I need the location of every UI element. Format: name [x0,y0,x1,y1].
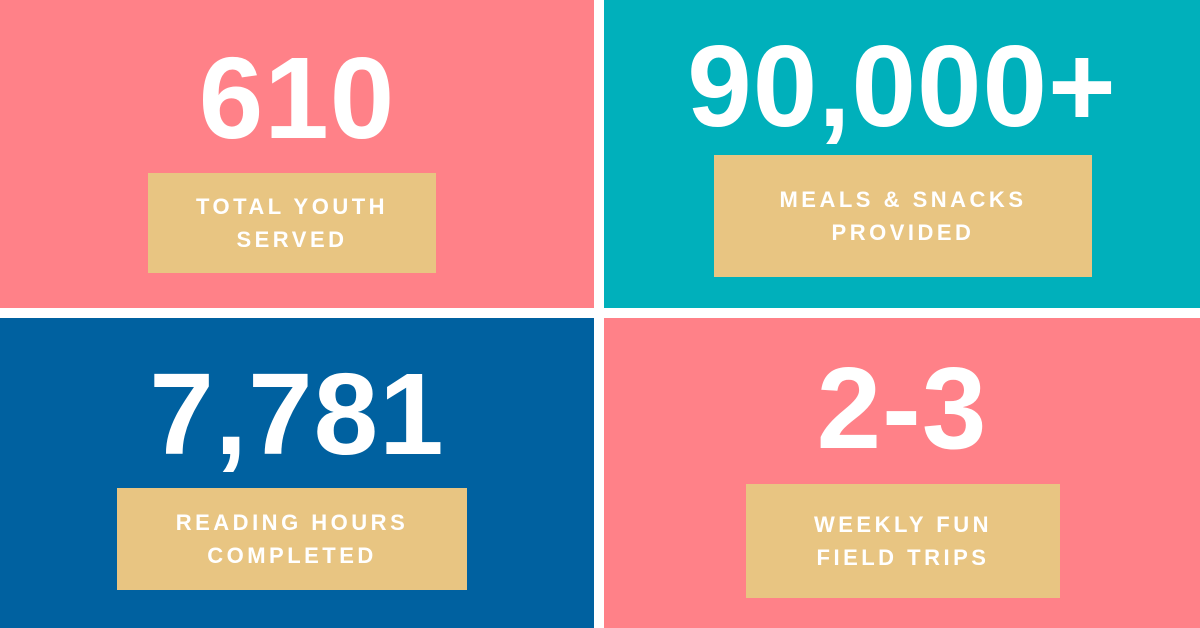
tile: 2-3 WEEKLY FUN FIELD TRIPS [604,318,1200,628]
label-line: WEEKLY FUN [813,512,993,537]
label-box: MEALS & SNACKS PROVIDED [714,155,1092,277]
label-box: TOTAL YOUTH SERVED [148,173,436,273]
tile: 90,000+ MEALS & SNACKS PROVIDED [604,0,1200,308]
stat: 7,781 [149,349,445,479]
label-line: TOTAL YOUTH [195,194,389,219]
label-line: MEALS & SNACKS [779,187,1027,212]
label-line: FIELD TRIPS [816,545,990,570]
stat: 2-3 [816,343,988,473]
label-line: READING HOURS [175,510,409,535]
label-box: WEEKLY FUN FIELD TRIPS [746,484,1060,598]
tile: 7,781 READING HOURS COMPLETED [0,318,594,628]
label-line: COMPLETED [207,543,377,568]
stat: 610 [198,33,396,163]
label-line: PROVIDED [831,220,975,245]
tile: 610 TOTAL YOUTH SERVED [0,0,594,308]
label-box: READING HOURS COMPLETED [117,488,467,590]
stat: 90,000+ [687,21,1117,151]
label-line: SERVED [236,227,348,252]
